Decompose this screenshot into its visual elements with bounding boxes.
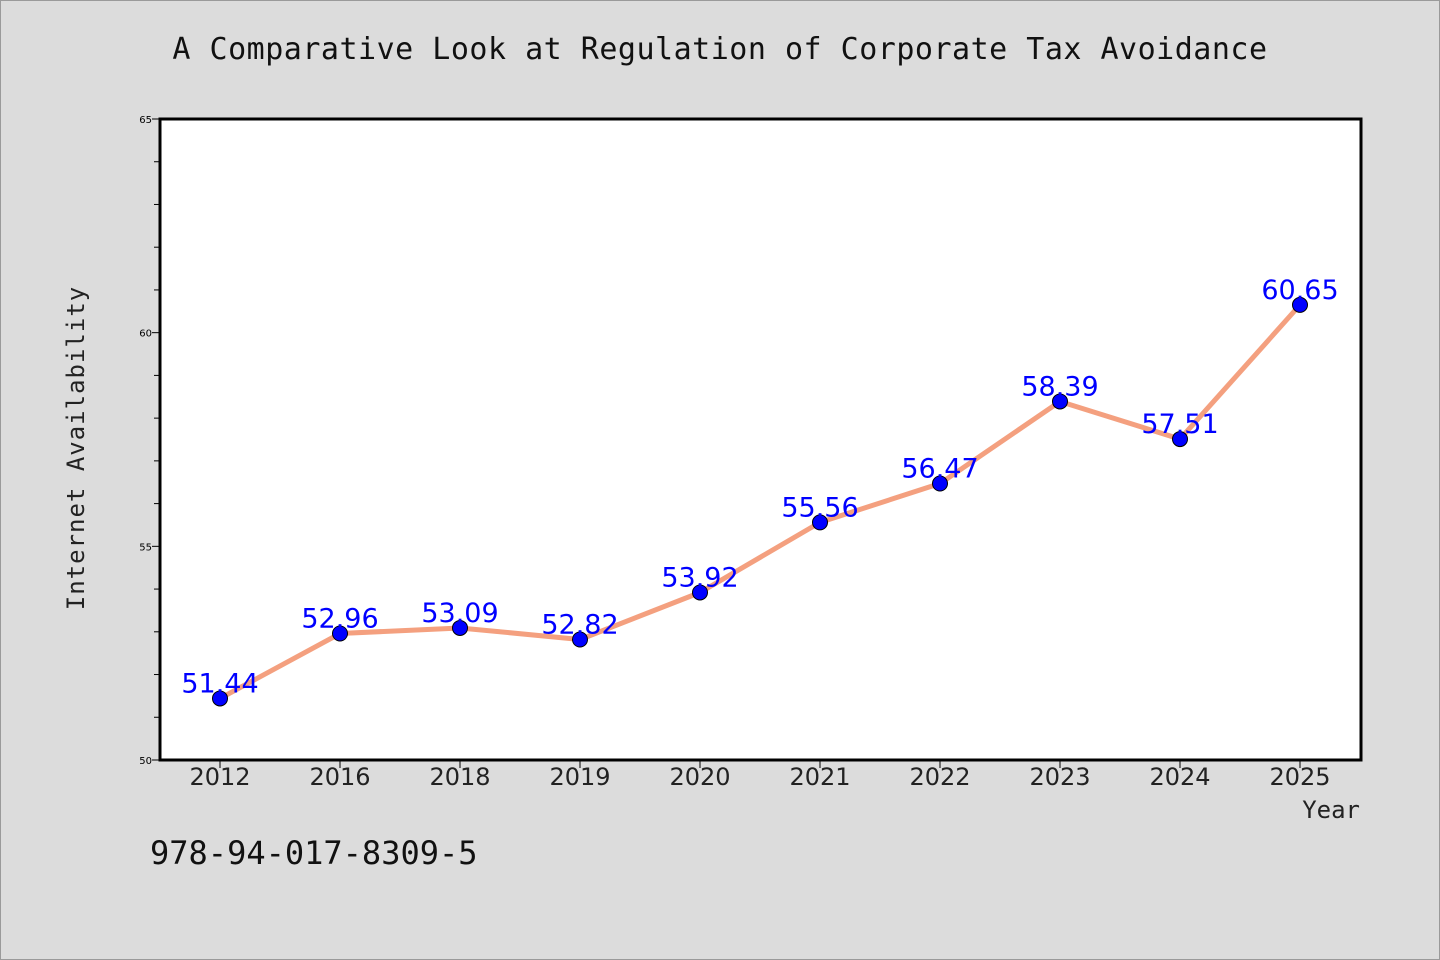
x-tick-label: 2021 (789, 763, 850, 791)
data-label: 52.96 (301, 604, 378, 635)
y-tick-label: 60 (139, 329, 152, 340)
data-label: 53.09 (421, 598, 498, 629)
x-tick-label: 2025 (1269, 763, 1330, 791)
data-label: 53.92 (661, 562, 738, 593)
data-point (932, 475, 948, 492)
data-point (1292, 296, 1308, 313)
chart-title: A Comparative Look at Regulation of Corp… (172, 32, 1268, 67)
x-tick-label: 2019 (549, 763, 610, 791)
x-tick-label: 2012 (189, 763, 250, 791)
x-tick-label: 2020 (669, 763, 730, 791)
x-tick-label: 2016 (309, 763, 370, 791)
data-label: 56.47 (901, 454, 978, 485)
data-point (1052, 393, 1068, 410)
data-label: 51.44 (181, 668, 258, 699)
data-label: 60.65 (1261, 275, 1338, 306)
y-tick-label: 65 (139, 115, 152, 126)
data-point (812, 514, 828, 531)
y-tick-label: 55 (139, 542, 152, 553)
data-point (1172, 431, 1188, 448)
data-point (452, 619, 468, 636)
data-point (692, 584, 708, 601)
x-tick-label: 2022 (909, 763, 970, 791)
series-line (217, 302, 1303, 701)
x-tick-label: 2023 (1029, 763, 1090, 791)
x-tick-label: 2024 (1149, 763, 1210, 791)
data-label: 58.39 (1021, 371, 1098, 402)
plot-area (158, 117, 1363, 762)
data-label: 52.82 (541, 609, 618, 640)
isbn-text: 978-94-017-8309-5 (150, 834, 478, 872)
data-label: 57.51 (1141, 409, 1218, 440)
data-point (332, 625, 348, 642)
x-tick-label: 2018 (429, 763, 490, 791)
y-tick-label: 50 (139, 756, 152, 767)
data-label: 55.56 (781, 492, 858, 523)
data-point (212, 690, 228, 707)
data-point (572, 631, 588, 648)
x-axis-label: Year (1302, 796, 1360, 824)
